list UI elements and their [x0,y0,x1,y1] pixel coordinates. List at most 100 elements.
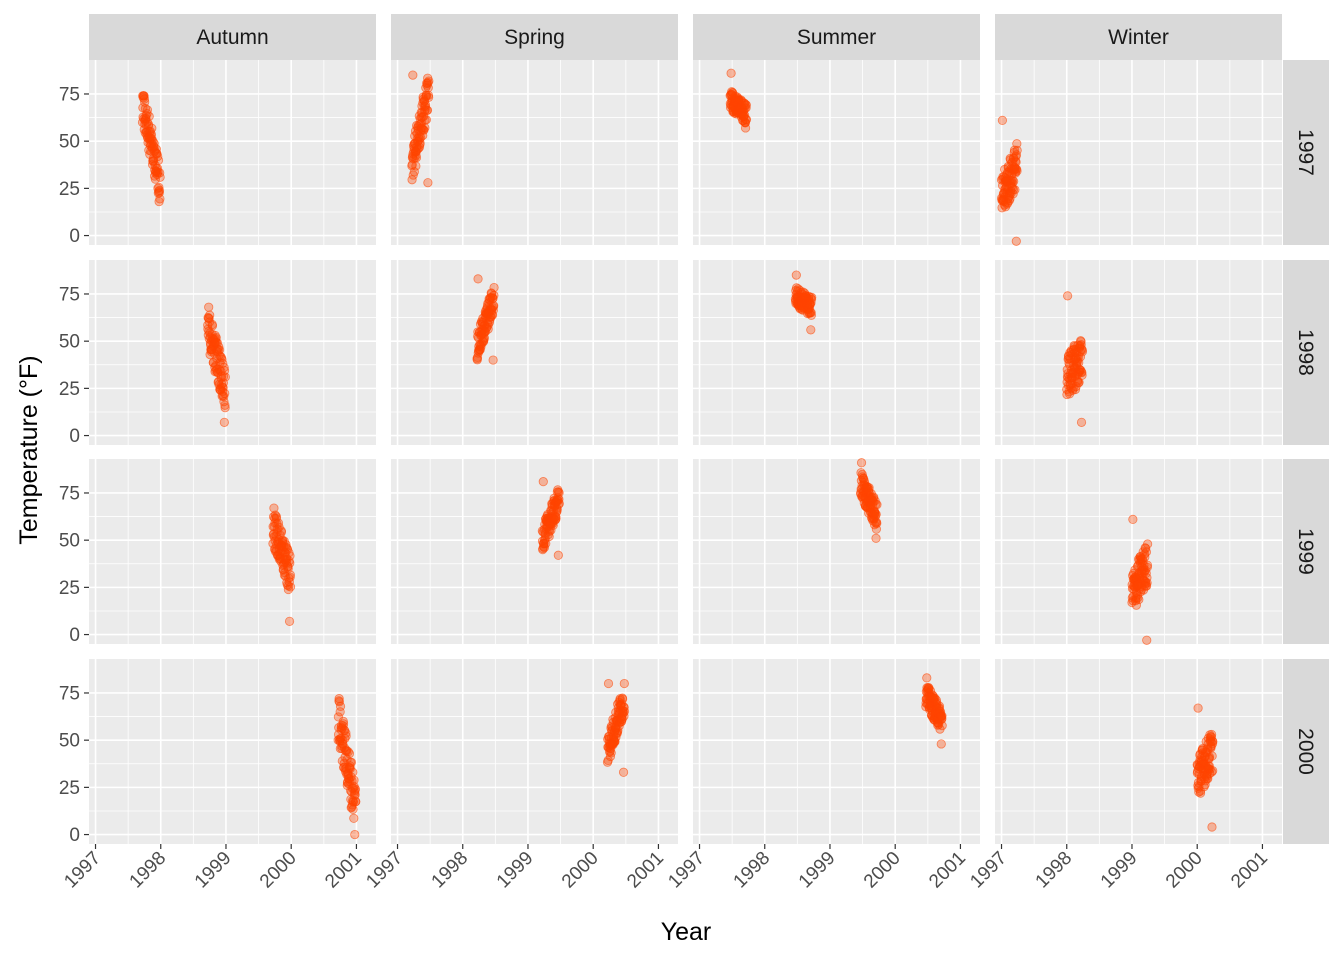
x-tick-label: 2001 [623,848,668,893]
y-tick-label: 0 [69,226,80,247]
data-point [423,83,433,93]
x-tick-label: 1999 [1097,848,1142,893]
data-point [1076,367,1086,377]
panel-background [693,659,980,844]
data-point [606,748,616,758]
data-point [806,325,816,335]
x-tick-label: 2000 [1162,848,1207,893]
data-point [350,784,360,794]
y-axis-title: Temperature (°F) [15,355,43,544]
y-tick-label: 50 [59,731,80,752]
data-point [153,155,164,165]
data-point [424,76,434,86]
row-strip-label: 1997 [1294,129,1317,176]
data-point [220,372,230,382]
data-point [147,123,157,133]
data-point [1009,176,1019,186]
data-point [423,178,433,188]
x-tick-label: 2000 [256,848,301,893]
data-point [1207,822,1217,832]
data-point [1131,600,1141,610]
x-tick-label: 1998 [1032,848,1077,893]
y-tick-label: 75 [59,683,80,704]
data-point [1142,578,1152,588]
data-point [1063,291,1073,301]
panel-background [995,60,1282,245]
column-strip [995,14,1282,60]
data-point [473,274,483,284]
x-tick-label: 2001 [1227,848,1272,893]
data-point [155,194,165,204]
data-point [488,305,498,315]
data-point [424,92,434,102]
data-point [281,540,291,550]
data-point [936,739,946,749]
data-point [726,68,736,78]
y-tick-label: 25 [59,379,80,400]
x-tick-label: 1999 [191,848,236,893]
y-tick-label: 25 [59,778,80,799]
panel-points [921,673,947,749]
y-tick-label: 0 [69,426,80,447]
panel-points [725,68,752,133]
y-tick-label: 50 [59,531,80,552]
x-tick-label: 1997 [60,848,105,893]
data-point [220,400,230,410]
x-tick-label: 1999 [493,848,538,893]
data-point [806,310,816,320]
data-point [349,813,359,823]
data-point [741,100,751,110]
row-strip [1283,260,1329,445]
data-point [207,321,218,331]
data-point [937,711,947,721]
data-point [489,290,499,300]
panel-background [391,60,678,245]
data-point [1011,157,1021,167]
data-point [285,572,295,582]
y-tick-label: 25 [59,179,80,200]
panel-points [268,503,296,626]
data-point [1208,766,1218,776]
data-point [1142,573,1152,583]
data-point [1073,378,1084,388]
y-tick-label: 0 [69,825,80,846]
data-point [420,123,430,133]
panel-background [391,459,678,644]
data-point [1202,773,1212,783]
data-point [350,829,360,840]
data-point [334,694,344,704]
panel-background [995,459,1282,644]
data-point [1077,370,1087,380]
data-point [285,551,295,561]
data-point [553,550,563,560]
data-point [411,153,422,163]
x-tick-label: 1999 [795,848,840,893]
data-point [220,388,230,398]
x-tick-label: 1998 [428,848,473,893]
data-point [340,725,350,736]
data-point [937,713,947,724]
row-strip-label: 1998 [1294,329,1317,376]
data-point [489,300,499,311]
panel-points [472,274,499,365]
data-point [871,533,881,543]
x-tick-label: 2001 [321,848,366,893]
x-tick-label: 2001 [925,848,970,893]
panel-points [790,270,817,335]
data-point [489,282,499,293]
data-point [740,118,750,128]
data-point [422,105,433,115]
data-point [155,172,165,182]
data-point [741,114,752,125]
panel-points [1127,514,1153,645]
data-point [1076,417,1087,427]
data-point [614,721,624,731]
y-tick-label: 75 [59,284,80,305]
panel-points [1192,703,1218,832]
data-point [872,500,882,510]
panel-background [89,459,376,644]
y-tick-label: 50 [59,332,80,353]
y-tick-label: 25 [59,578,80,599]
x-tick-label: 1998 [730,848,775,893]
data-point [554,488,564,498]
